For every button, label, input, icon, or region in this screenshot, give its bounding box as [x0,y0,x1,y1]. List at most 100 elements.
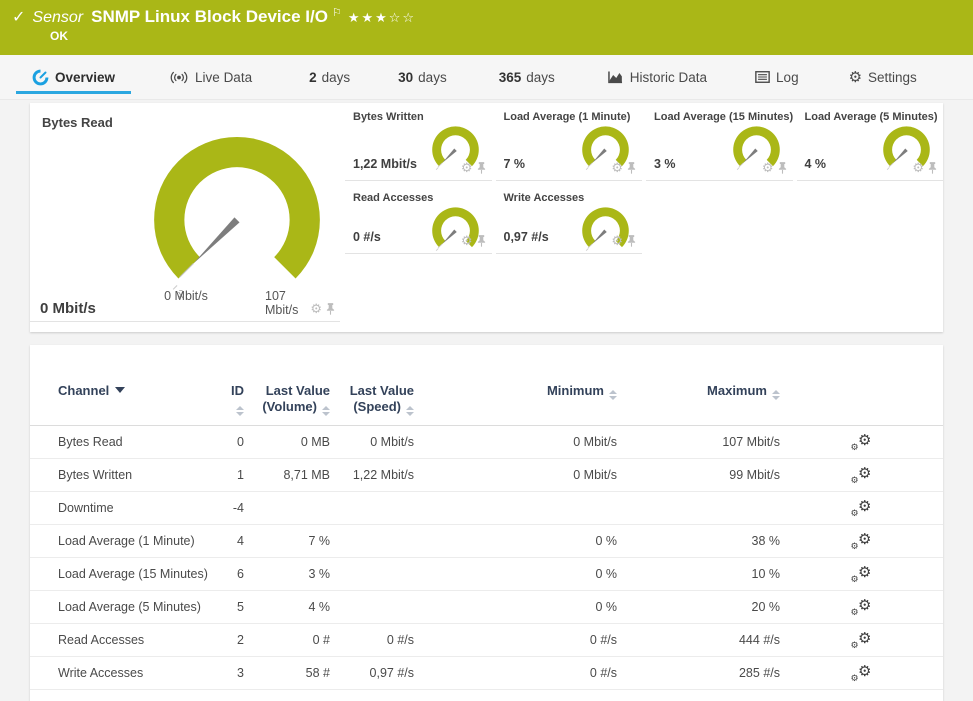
pin-icon[interactable] [928,162,937,174]
gauge-value: 0 Mbit/s [40,300,96,317]
mini-gauge [582,126,629,170]
historic-chart-icon [607,70,624,84]
tile-spacer [646,184,793,254]
table-row-load-average-1-minute: Load Average (1 Minute) 4 7 % 0 % 38 % ⚙… [30,525,943,558]
gauge-tile-bytes-written: Bytes Written 1,22 Mbit/s ⚙ [345,103,492,181]
gear-icon[interactable]: ⚙ [611,160,623,175]
tab-log[interactable]: Log [739,55,815,99]
channel-settings-icon[interactable]: ⚙ ⚙ [850,531,872,551]
channel-id-cell: 1 [237,468,244,482]
table-row-load-average-15-minutes: Load Average (15 Minutes) 6 3 % 0 % 10 %… [30,558,943,591]
channel-settings-icon[interactable]: ⚙ ⚙ [850,564,872,584]
channel-id-cell: -4 [232,501,244,515]
tab-prefix: 365 [498,69,522,85]
table-row-bytes-written: Bytes Written 1 8,71 MB 1,22 Mbit/s 0 Mb… [30,459,943,492]
status-badge: OK [50,29,68,43]
minimum-cell: 0 #/s [589,666,617,680]
maximum-cell: 444 #/s [738,633,780,647]
tab-overview[interactable]: Overview [16,55,132,99]
gear-icon[interactable]: ⚙ [310,301,322,316]
channel-settings-icon[interactable]: ⚙ ⚙ [850,465,872,485]
pin-icon[interactable] [778,162,787,174]
sort-icon [322,406,330,416]
column-header-last-value-speed[interactable]: Last Value (Speed) [330,383,414,416]
minimum-cell: 0 % [595,567,617,581]
last-value-volume-cell: 0 MB [300,435,330,449]
pin-icon[interactable] [627,162,636,174]
gauge-row-2: Read Accesses 0 #/s ⚙ Write Accesses 0,9… [345,184,943,254]
tab-live-data[interactable]: Live Data [153,55,268,99]
gauge-max-label: 107 Mbit/s [265,289,299,317]
tab-label: Historic Data [629,69,708,85]
gauge-title: Write Accesses [503,192,585,204]
gear-icon[interactable]: ⚙ [611,233,623,248]
gauges-panel: Bytes Read x̄ 0 Mbit/s 107 Mbit/s 0 Mbit… [30,103,943,332]
gauge-title: Load Average (15 Minutes) [654,111,794,123]
priority-stars[interactable]: ★★★☆☆ [347,10,417,25]
channel-id-cell: 6 [237,567,244,581]
column-label: Last Value (Speed) [349,383,414,414]
column-header-id[interactable]: ID [222,383,244,416]
gauge-value: 0 #/s [353,230,381,244]
tab-365-days[interactable]: 365 days [483,55,571,99]
log-icon [755,71,770,83]
channels-panel: Channel ID Last Value (Volume) Last Valu… [30,345,943,701]
channel-settings-icon[interactable]: ⚙ ⚙ [850,663,872,683]
gauge-scale-labels: 0 Mbit/s 107 Mbit/s [30,289,340,317]
channel-settings-icon[interactable]: ⚙ ⚙ [850,498,872,518]
channel-settings-icon[interactable]: ⚙ ⚙ [850,432,872,452]
column-header-maximum[interactable]: Maximum [617,383,780,400]
actions-cell: ⚙ ⚙ [780,630,943,650]
gauge-tile-load-average-15-minutes: Load Average (15 Minutes) 3 % ⚙ [646,103,793,181]
channel-name-cell: Bytes Written [58,468,133,482]
gear-icon[interactable]: ⚙ [912,160,924,175]
gauge-value: 4 % [804,157,827,171]
sensor-title: SNMP Linux Block Device I/O [91,7,328,26]
pin-icon[interactable] [477,162,486,174]
channel-name-cell: Load Average (1 Minute) [58,534,195,548]
mini-gauge [431,126,479,170]
channel-settings-icon[interactable]: ⚙ ⚙ [850,630,872,650]
pin-icon[interactable] [477,235,486,247]
tab-historic-data[interactable]: Historic Data [591,55,723,99]
gauge-needle [441,229,457,245]
tab-label: Overview [55,69,116,85]
channel-settings-icon[interactable]: ⚙ ⚙ [850,597,872,617]
tab-label: Settings [868,69,917,85]
gauge-value: 1,22 Mbit/s [353,157,417,171]
column-header-last-value-volume[interactable]: Last Value (Volume) [244,383,330,416]
maximum-cell: 107 Mbit/s [722,435,780,449]
table-row-load-average-5-minutes: Load Average (5 Minutes) 5 4 % 0 % 20 % … [30,591,943,624]
pin-icon[interactable] [326,303,335,315]
gauge-row-1: Bytes Written 1,22 Mbit/s ⚙ Load Average… [345,103,943,181]
sensor-header: ✓ Sensor SNMP Linux Block Device I/O ⚐ ★… [0,0,973,55]
column-header-channel[interactable]: Channel [30,383,222,399]
pin-icon[interactable] [627,235,636,247]
table-row-write-accesses: Write Accesses 3 58 # 0,97 #/s 0 #/s 285… [30,657,943,690]
last-value-volume-cell: 4 % [308,600,330,614]
last-value-speed-cell: 0 #/s [386,633,414,647]
gear-icon[interactable]: ⚙ [761,160,774,175]
tab-30-days[interactable]: 30 days [382,55,463,99]
sort-icon [609,390,617,400]
tab-label: days [321,69,351,85]
gauge-icon [32,69,49,86]
channel-table-body: Bytes Read 0 0 MB 0 Mbit/s 0 Mbit/s 107 … [30,426,943,690]
column-header-minimum[interactable]: Minimum [414,383,617,400]
column-label: Channel [58,383,110,398]
last-value-speed-cell: 0 Mbit/s [370,435,414,449]
actions-cell: ⚙ ⚙ [780,432,943,452]
tab-prefix: 30 [398,69,414,85]
maximum-cell: 99 Mbit/s [729,468,780,482]
tab-settings[interactable]: ⚙ Settings [833,55,933,99]
tab-label: Live Data [195,69,253,85]
tab-2-days[interactable]: 2 days [293,55,366,99]
gauge-title: Load Average (5 Minutes) [804,111,938,123]
column-label: ID [231,383,244,398]
gear-icon[interactable]: ⚙ [460,160,473,175]
tab-prefix: 2 [309,69,317,85]
gear-icon[interactable]: ⚙ [460,233,473,248]
gauge-title: Read Accesses [353,192,434,204]
gauge-value: 3 % [654,157,676,171]
